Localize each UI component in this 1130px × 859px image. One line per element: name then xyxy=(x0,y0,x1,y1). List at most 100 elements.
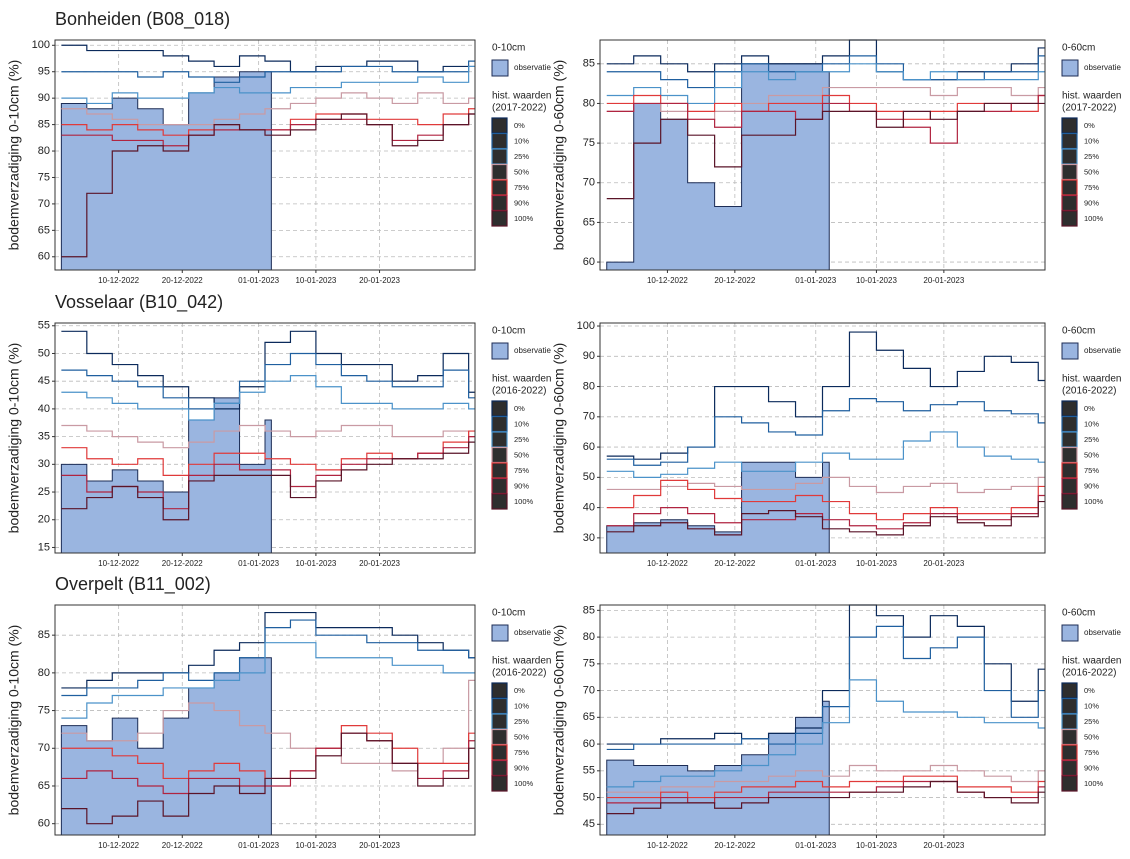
legend-key xyxy=(1061,148,1078,165)
legend-label: 50% xyxy=(1084,450,1099,459)
y-tick-label: 75 xyxy=(38,171,50,183)
y-tick-label: 30 xyxy=(583,532,595,544)
legend-label: 10% xyxy=(514,701,529,710)
y-axis-label: bodemverzadiging 0-60cm (%) xyxy=(551,625,567,816)
plot-border xyxy=(599,39,1046,271)
legend-key xyxy=(491,477,508,495)
legend-label: 0% xyxy=(514,686,525,695)
legend-label: 50% xyxy=(1084,732,1099,741)
legend-label: 90% xyxy=(1084,763,1099,772)
legend-label: 90% xyxy=(1084,198,1099,207)
percentile-line xyxy=(61,424,475,449)
y-tick-label: 95 xyxy=(38,66,50,78)
observation-area xyxy=(60,657,272,836)
x-tick-label: 01-01-2023 xyxy=(795,276,836,285)
legend-label: 100% xyxy=(514,497,534,506)
x-tick-label: 01-01-2023 xyxy=(795,841,836,850)
legend-label: 25% xyxy=(1084,717,1099,726)
x-tick-label: 10-12-2022 xyxy=(98,276,139,285)
legend-label: 90% xyxy=(514,763,529,772)
x-tick-label: 10-01-2023 xyxy=(295,559,336,568)
percentile-line xyxy=(606,500,1045,536)
y-tick-label: 45 xyxy=(583,818,595,830)
y-tick-label: 20 xyxy=(38,514,50,526)
legend-key xyxy=(1061,59,1079,77)
legend-label: 25% xyxy=(1084,435,1099,444)
legend-key xyxy=(491,148,508,165)
y-axis-label: bodemverzadiging 0-10cm (%) xyxy=(6,343,22,534)
legend-key xyxy=(1061,477,1078,495)
y-tick-label: 85 xyxy=(38,629,50,641)
legend-label: 10% xyxy=(514,419,529,428)
legend-key xyxy=(1061,431,1078,448)
y-tick-label: 60 xyxy=(38,818,50,830)
y-tick-label: 65 xyxy=(38,224,50,236)
legend-label: observatie xyxy=(514,346,551,355)
legend-label: 25% xyxy=(514,435,529,444)
y-tick-label: 80 xyxy=(583,380,595,392)
x-tick-label: 20-01-2023 xyxy=(923,559,964,568)
percentile-line xyxy=(61,60,475,83)
percentile-line xyxy=(606,775,1045,799)
y-tick-label: 50 xyxy=(583,471,595,483)
y-axis-label: bodemverzadiging 0-10cm (%) xyxy=(6,60,22,251)
percentile-line xyxy=(61,732,475,825)
legend-label: observatie xyxy=(1084,63,1121,72)
observation-area xyxy=(606,461,830,554)
plot-border xyxy=(54,322,476,554)
y-tick-label: 100 xyxy=(577,320,595,332)
observation-area xyxy=(60,71,272,271)
x-tick-label: 10-01-2023 xyxy=(295,841,336,850)
legend-label: 0% xyxy=(1084,404,1095,413)
x-tick-label: 20-12-2022 xyxy=(162,276,203,285)
y-tick-label: 90 xyxy=(38,92,50,104)
percentile-line xyxy=(61,113,475,258)
y-tick-label: 40 xyxy=(38,403,50,415)
y-tick-label: 90 xyxy=(583,350,595,362)
legend-label: 75% xyxy=(1084,748,1099,757)
y-tick-label: 55 xyxy=(38,320,50,332)
x-tick-label: 20-12-2022 xyxy=(714,276,755,285)
legend-label: 0% xyxy=(1084,121,1095,130)
legend-depth: 0-60cm xyxy=(1062,608,1095,619)
legend-title: hist. waarden xyxy=(492,656,551,667)
y-tick-label: 15 xyxy=(38,541,50,553)
x-tick-label: 10-01-2023 xyxy=(856,559,897,568)
y-tick-label: 80 xyxy=(38,667,50,679)
x-tick-label: 01-01-2023 xyxy=(238,276,279,285)
legend-key xyxy=(1061,194,1078,212)
panel: bodemverzadiging 0-60cm (%) 30 40 50 60 70 80 9… xyxy=(551,320,1122,568)
percentile-line xyxy=(61,375,475,421)
x-tick-label: 10-12-2022 xyxy=(647,276,688,285)
y-tick-label: 65 xyxy=(38,780,50,792)
percentile-line xyxy=(606,331,1045,460)
percentile-line xyxy=(606,431,1045,478)
legend-title: hist. waarden xyxy=(1062,91,1121,102)
legend-key xyxy=(1061,446,1078,464)
y-tick-label: 35 xyxy=(38,431,50,443)
legend-key xyxy=(491,744,508,761)
percentile-line xyxy=(606,479,1045,521)
legend-key xyxy=(1061,163,1078,181)
y-tick-label: 50 xyxy=(38,347,50,359)
legend-label: 50% xyxy=(514,450,529,459)
x-tick-label: 20-12-2022 xyxy=(714,841,755,850)
legend-label: 100% xyxy=(1084,214,1104,223)
x-tick-label: 20-01-2023 xyxy=(359,841,400,850)
y-tick-label: 25 xyxy=(38,486,50,498)
legend-subtitle: (2016-2022) xyxy=(492,668,546,679)
legend-key xyxy=(491,446,508,464)
plot-border xyxy=(599,604,1046,836)
percentile-line xyxy=(61,92,475,126)
percentile-line xyxy=(61,642,475,719)
legend-label: 25% xyxy=(1084,152,1099,161)
legend-label: 75% xyxy=(514,183,529,192)
legend-key xyxy=(491,759,508,777)
legend-key xyxy=(491,728,508,746)
percentile-line xyxy=(606,494,1045,530)
legend-label: 10% xyxy=(1084,701,1099,710)
legend-title: hist. waarden xyxy=(1062,374,1121,385)
legend-key xyxy=(1061,210,1078,227)
x-tick-label: 20-12-2022 xyxy=(162,841,203,850)
x-tick-label: 10-12-2022 xyxy=(647,559,688,568)
